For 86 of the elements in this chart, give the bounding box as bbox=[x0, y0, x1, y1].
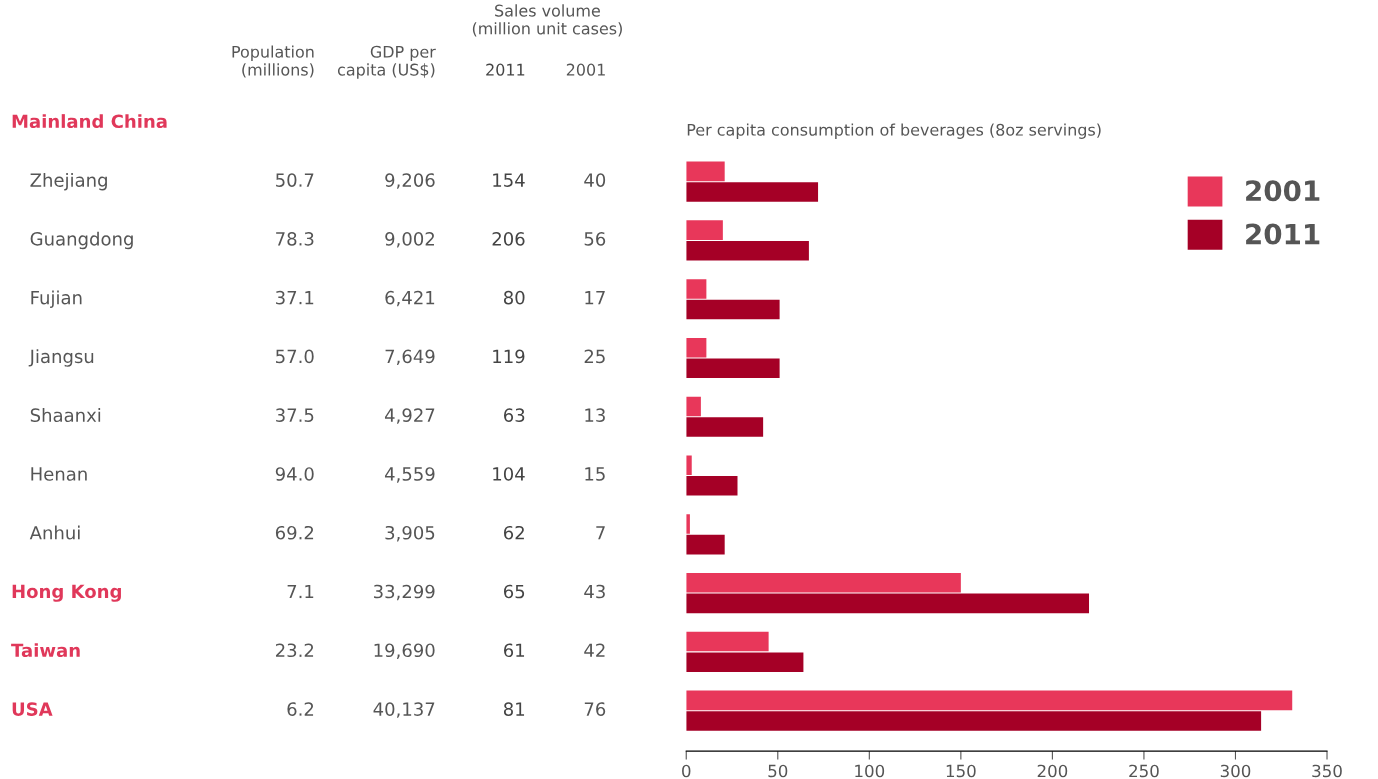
chart-title: Per capita consumption of beverages (8oz servings) bbox=[687, 123, 1101, 139]
data-label: 37.5 bbox=[276, 408, 314, 422]
bar bbox=[686, 358, 780, 379]
data-label: 25 bbox=[584, 349, 605, 364]
bar bbox=[686, 573, 961, 593]
category-label: Guangdong bbox=[30, 231, 133, 250]
data-label: 56 bbox=[584, 232, 606, 246]
category-label: USA bbox=[12, 702, 53, 716]
x-tick-label: 350 bbox=[1312, 764, 1342, 778]
data-label: 23.2 bbox=[275, 643, 314, 658]
legend-label: Population (millions) bbox=[232, 45, 314, 78]
bar bbox=[686, 220, 723, 240]
data-label: 63 bbox=[503, 408, 525, 422]
category-label: Mainland China bbox=[12, 114, 167, 129]
x-tick-label: 200 bbox=[1037, 764, 1068, 778]
data-label: 81 bbox=[503, 702, 525, 716]
data-label: 7,649 bbox=[385, 349, 435, 366]
legend-label: 2001 bbox=[1246, 180, 1320, 202]
bar bbox=[686, 534, 725, 555]
data-label: 7 bbox=[596, 526, 605, 540]
data-label: 15 bbox=[585, 467, 605, 481]
data-label: 42 bbox=[584, 643, 605, 657]
x-tick-label: 150 bbox=[946, 764, 976, 778]
legend-label: 2011 bbox=[486, 63, 525, 76]
bar bbox=[686, 711, 1262, 731]
bar bbox=[686, 476, 738, 496]
bar bbox=[686, 417, 764, 437]
data-label: 13 bbox=[585, 408, 605, 422]
data-label: 206 bbox=[492, 232, 525, 246]
x-tick-label: 300 bbox=[1220, 764, 1251, 778]
data-label: 9,002 bbox=[385, 232, 434, 248]
x-tick-label: 0 bbox=[682, 764, 691, 778]
category-label: Zhejiang bbox=[30, 172, 107, 191]
data-label: 119 bbox=[493, 349, 525, 364]
data-label: 61 bbox=[503, 643, 525, 658]
data-label: 40 bbox=[584, 173, 606, 187]
data-label: 65 bbox=[503, 584, 525, 599]
bar bbox=[686, 593, 1090, 614]
bar bbox=[686, 631, 769, 652]
bar bbox=[686, 455, 692, 476]
data-label: 4,927 bbox=[384, 408, 435, 424]
data-label: 19,690 bbox=[374, 643, 435, 659]
bar bbox=[686, 396, 701, 417]
data-label: 40,137 bbox=[373, 702, 435, 718]
data-label: 7.1 bbox=[287, 584, 314, 599]
bar bbox=[686, 240, 809, 261]
data-label: 80 bbox=[503, 290, 525, 305]
data-label: 6.2 bbox=[287, 702, 314, 716]
data-label: 37.1 bbox=[276, 290, 314, 305]
category-label: Jiangsu bbox=[28, 349, 94, 367]
data-label: 62 bbox=[503, 525, 524, 540]
data-label: 9,206 bbox=[385, 173, 435, 189]
data-label: 69.2 bbox=[275, 525, 314, 540]
bar bbox=[686, 299, 780, 320]
legend-label: 2011 bbox=[1246, 223, 1320, 245]
data-label: 33,299 bbox=[373, 584, 435, 601]
x-tick-label: 100 bbox=[855, 764, 885, 778]
x-tick-label: 50 bbox=[768, 764, 788, 778]
bar bbox=[686, 182, 819, 202]
category-label: Shaanxi bbox=[30, 408, 101, 422]
category-label: Fujian bbox=[31, 290, 82, 308]
category-label: Taiwan bbox=[11, 643, 80, 658]
bar bbox=[686, 652, 804, 672]
legend-label: 2001 bbox=[566, 63, 605, 76]
data-label: 43 bbox=[584, 584, 605, 599]
legend-label: GDP per capita (US$) bbox=[337, 45, 436, 79]
data-label: 104 bbox=[493, 467, 525, 481]
x-tick-label: 250 bbox=[1129, 764, 1159, 778]
category-label: Hong Kong bbox=[12, 584, 121, 602]
bar bbox=[686, 161, 725, 182]
data-label: 76 bbox=[584, 702, 606, 716]
data-label: 6,421 bbox=[385, 290, 435, 307]
bar bbox=[686, 690, 1293, 711]
data-label: 17 bbox=[585, 291, 605, 305]
data-label: 57.0 bbox=[276, 349, 314, 364]
data-label: 4,559 bbox=[384, 467, 435, 483]
bar bbox=[686, 279, 707, 299]
category-label: Henan bbox=[31, 467, 87, 481]
category-label: Anhui bbox=[29, 525, 80, 540]
text: Sales volume (million unit cases) bbox=[472, 4, 622, 37]
data-label: 50.7 bbox=[276, 173, 314, 187]
data-label: 94.0 bbox=[275, 467, 314, 481]
data-label: 3,905 bbox=[385, 525, 435, 542]
data-label: 154 bbox=[493, 173, 525, 187]
bar bbox=[686, 337, 707, 358]
data-label: 78.3 bbox=[276, 232, 314, 246]
